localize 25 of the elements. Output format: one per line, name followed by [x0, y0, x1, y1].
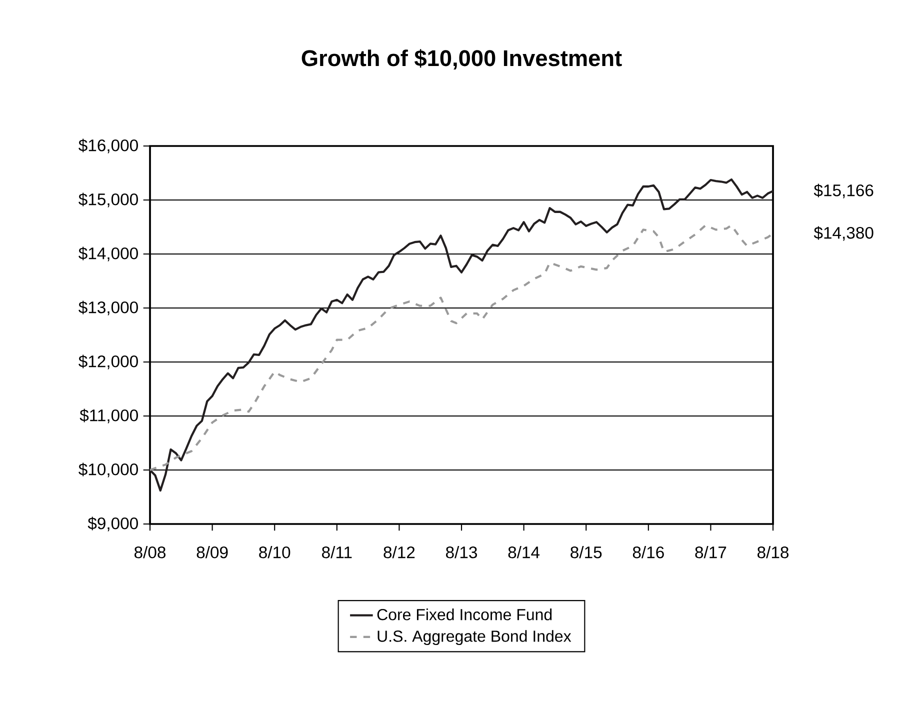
x-tick-label: 8/18	[758, 546, 789, 558]
x-tick-label: 8/10	[259, 546, 290, 558]
x-tick-label: 8/11	[322, 546, 352, 558]
line-series	[148, 178, 774, 492]
legend-label: U.S. Aggregate Bond Index	[378, 630, 572, 646]
y-tick-label: $16,000	[78, 138, 138, 154]
x-tick-label: 8/17	[695, 546, 726, 558]
y-tick-label: $15,000	[78, 192, 138, 208]
chart-title: Growth of $10,000 Investment	[302, 49, 622, 70]
x-tick-label: 8/14	[508, 546, 540, 558]
y-tick-label: $13,000	[78, 300, 138, 316]
x-tick-label: 8/09	[196, 546, 228, 558]
annotation: $15,166	[814, 184, 874, 198]
y-tick-label: $12,000	[78, 354, 138, 370]
x-tick-label: 8/16	[632, 546, 664, 558]
x-tick-label: 8/13	[446, 546, 477, 558]
legend-label: Core Fixed Income Fund	[377, 608, 552, 620]
x-tick-label: 8/12	[384, 546, 415, 558]
y-tick-label: $10,000	[78, 462, 138, 478]
y-tick-label: $14,000	[78, 246, 138, 262]
annotation: $14,380	[814, 226, 874, 241]
y-tick-label: $11,000	[80, 408, 138, 424]
x-tick-label: 8/08	[134, 546, 166, 558]
x-tick-label: 8/15	[570, 546, 602, 558]
y-tick-label: $9,000	[88, 516, 138, 532]
